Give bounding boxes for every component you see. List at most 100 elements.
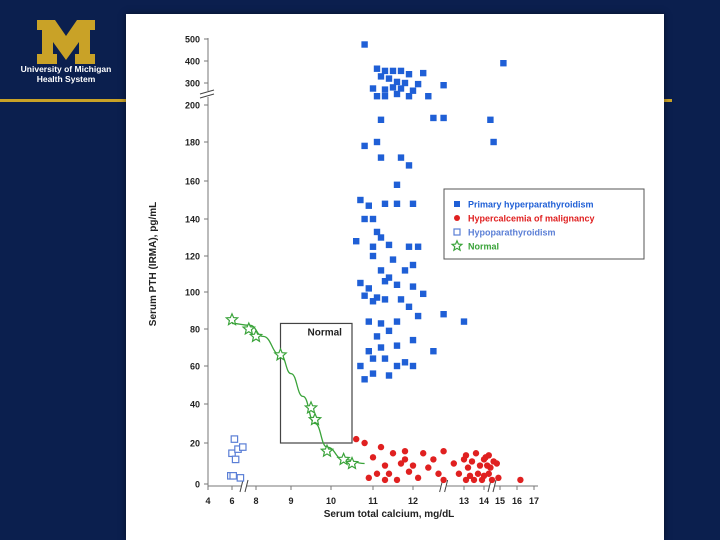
primary-hyperparathyroidism-point (490, 138, 497, 146)
hypercalcemia-of-malignancy-point (455, 470, 463, 477)
primary-hyperparathyroidism-point (385, 327, 393, 335)
x-tick-label: 15 (495, 496, 505, 506)
hypercalcemia-of-malignancy-point (474, 470, 482, 477)
primary-hyperparathyroidism-point (357, 362, 364, 370)
legend-marker (450, 239, 464, 252)
x-break-gap (489, 481, 495, 491)
hypercalcemia-of-malignancy-point (365, 474, 372, 482)
legend-label: Hypoparathyroidism (468, 228, 556, 238)
primary-hyperparathyroidism-point (361, 376, 368, 383)
hypoparathyroidism-point (236, 474, 245, 482)
primary-hyperparathyroidism-point (353, 238, 360, 245)
primary-hyperparathyroidism-point (385, 372, 393, 379)
hypercalcemia-of-malignancy-point (450, 460, 457, 467)
primary-hyperparathyroidism-point (500, 60, 507, 67)
hypercalcemia-of-malignancy-point (425, 464, 432, 471)
primary-hyperparathyroidism-point (361, 215, 368, 223)
primary-hyperparathyroidism-point (361, 292, 368, 299)
primary-hyperparathyroidism-point (425, 93, 432, 100)
primary-hyperparathyroidism-point (365, 318, 372, 325)
normal-point (319, 443, 335, 458)
primary-hyperparathyroidism-point (369, 85, 377, 92)
primary-hyperparathyroidism-point (361, 41, 368, 48)
axis-breaks (199, 89, 497, 493)
x-tick-label: 6 (229, 496, 234, 506)
logo-line-1: University of Michigan (20, 64, 112, 74)
y-break-mark (199, 89, 215, 95)
primary-hyperparathyroidism-point (401, 79, 409, 87)
normal-point (224, 312, 240, 326)
normal-point (303, 400, 319, 415)
hypoparathyroidism-point (231, 455, 240, 464)
y-tick-label: 60 (190, 362, 200, 372)
primary-hyperparathyroidism-point (393, 281, 401, 288)
x-break-gap (440, 481, 447, 491)
primary-hyperparathyroidism-point (405, 162, 413, 169)
primary-hyperparathyroidism-point (414, 312, 422, 320)
x-tick-label: 10 (326, 496, 336, 506)
primary-hyperparathyroidism-point (385, 241, 393, 249)
primary-hyperparathyroidism-point (393, 200, 401, 207)
y-tick-label: 180 (185, 138, 200, 148)
primary-hyperparathyroidism-point (377, 267, 385, 274)
primary-hyperparathyroidism-point (409, 336, 417, 344)
legend-marker (453, 228, 461, 236)
x-tick-label: 17 (529, 496, 539, 506)
hypercalcemia-of-malignancy-point (377, 443, 385, 451)
x-break-mark (244, 479, 249, 493)
logo-line-2: Health System (36, 74, 96, 84)
hypercalcemia-of-malignancy-point (381, 462, 389, 469)
primary-hyperparathyroidism-point (405, 71, 413, 78)
hypercalcemia-of-malignancy-point (369, 454, 377, 461)
primary-hyperparathyroidism-point (420, 290, 427, 298)
primary-hyperparathyroidism-point (430, 348, 437, 355)
y-tick-label: 160 (185, 177, 200, 187)
hypercalcemia-of-malignancy-point (409, 462, 417, 469)
primary-hyperparathyroidism-point (405, 243, 413, 250)
normal-range-box: Normal (279, 322, 353, 444)
primary-hyperparathyroidism-point-group (353, 41, 507, 383)
primary-hyperparathyroidism-point (365, 285, 372, 292)
hypercalcemia-of-malignancy-point (435, 470, 442, 477)
legend: Primary hyperparathyroidism Hypercalcemia… (443, 188, 645, 260)
legend-frame (443, 188, 645, 260)
primary-hyperparathyroidism-point (373, 65, 381, 72)
normal-point (344, 455, 360, 470)
hypercalcemia-of-malignancy-point (472, 450, 480, 457)
hypercalcemia-of-malignancy-point (464, 464, 472, 471)
hypercalcemia-of-malignancy-point (401, 456, 409, 463)
primary-hyperparathyroidism-point (377, 73, 385, 80)
hypercalcemia-of-malignancy-point (468, 458, 476, 465)
hypercalcemia-of-malignancy-point (353, 435, 360, 443)
x-break-mark (444, 479, 449, 493)
primary-hyperparathyroidism-point (389, 256, 397, 263)
y-tick-label: 80 (190, 325, 200, 335)
hypercalcemia-of-malignancy-point (495, 474, 502, 482)
normal-point (273, 347, 288, 362)
hypoparathyroidism-point-group (226, 435, 247, 482)
x-axis-ticks: 4 6 8 9 10 11 12 13 14 15 16 17 (205, 486, 539, 506)
primary-hyperparathyroidism-point (373, 228, 381, 236)
hypercalcemia-of-malignancy-point (385, 470, 393, 477)
hypercalcemia-of-malignancy-point (414, 474, 422, 482)
normal-point-group (224, 312, 360, 470)
primary-hyperparathyroidism-point (373, 93, 381, 100)
primary-hyperparathyroidism-point (409, 362, 417, 370)
primary-hyperparathyroidism-point (381, 278, 389, 285)
primary-hyperparathyroidism-point (365, 348, 372, 355)
hypercalcemia-of-malignancy-point (488, 476, 496, 484)
hypercalcemia-of-malignancy-point (485, 470, 492, 477)
primary-hyperparathyroidism-point (373, 333, 381, 340)
normal-point (241, 321, 256, 336)
y-tick-label: 300 (185, 79, 200, 89)
axes (207, 38, 538, 487)
primary-hyperparathyroidism-point (381, 93, 389, 100)
y-tick-label: 140 (185, 215, 200, 225)
x-axis-label: Serum total calcium, mg/dL (324, 509, 455, 520)
y-tick-label: 40 (190, 400, 200, 410)
x-break-mark (492, 479, 497, 493)
block-m-icon (37, 20, 95, 64)
university-logo: University of Michigan Health System (18, 20, 114, 84)
x-tick-label: 16 (512, 496, 522, 506)
primary-hyperparathyroidism-point (369, 252, 377, 260)
